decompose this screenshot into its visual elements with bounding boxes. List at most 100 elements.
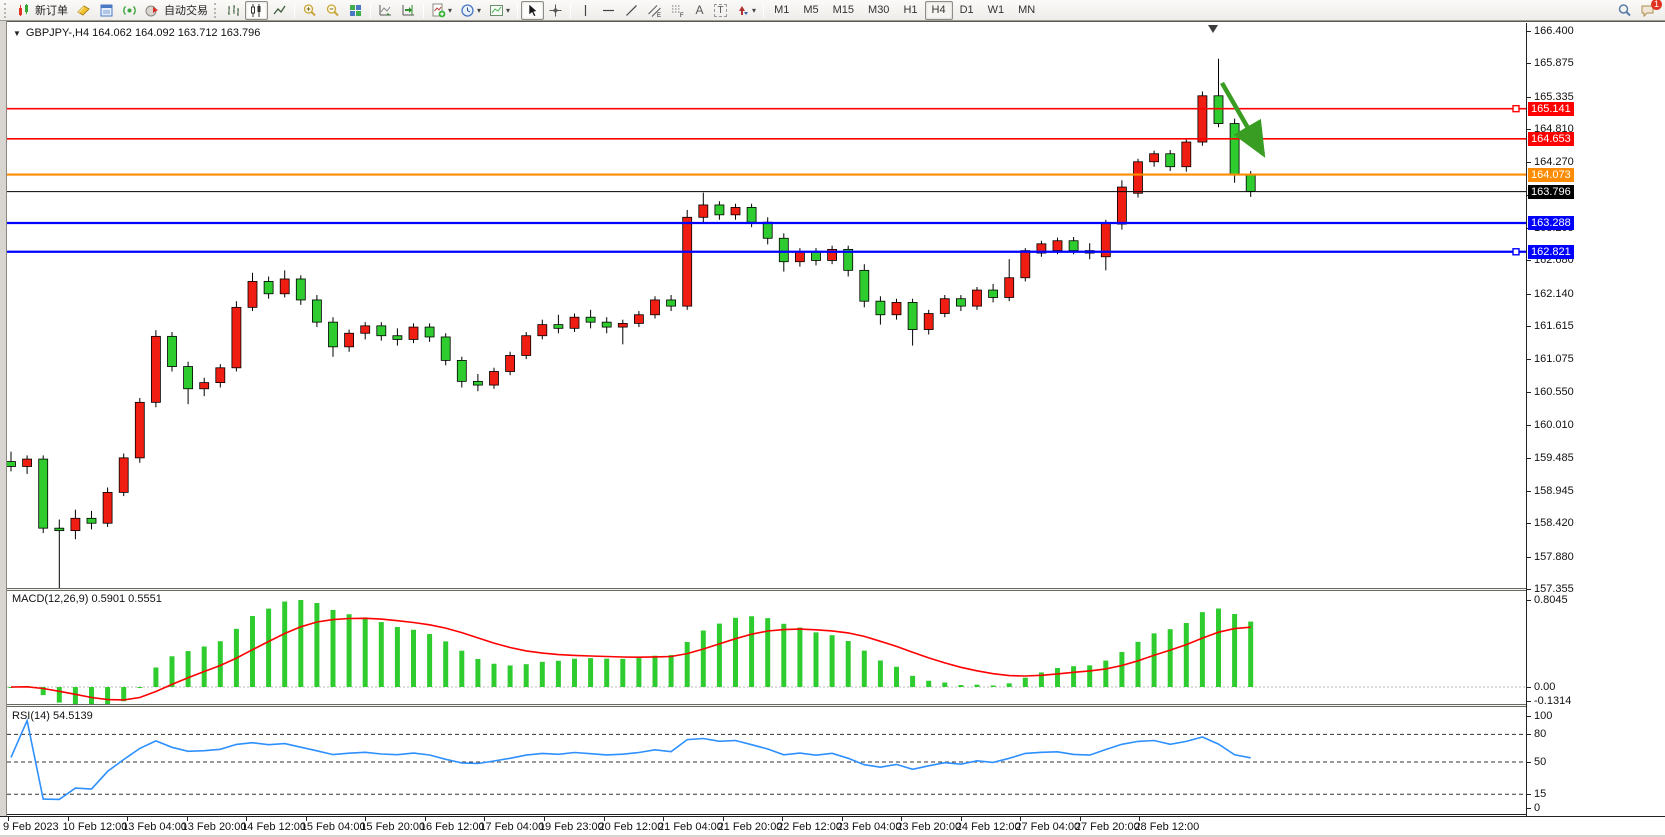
time-tick-label: 9 Feb 2023 [3,821,59,833]
time-axis[interactable]: 9 Feb 2023 10 Feb 12:00 13 Feb 04:00 13 Feb… [0,816,1665,835]
timeframe-button-m1[interactable]: M1 [774,4,790,16]
toolbar-separator [423,2,424,18]
axis-tick [1527,392,1531,393]
timeframe-group: M1 M5 M15 M30 H1 H4 D1 W1 MN [767,0,1042,20]
time-tick [663,817,665,821]
price-line-label: 162.821 [1528,245,1574,259]
window-edge [0,21,7,837]
toolbar-grip[interactable] [4,2,9,18]
templates-button[interactable]: ▾ [485,1,514,20]
macd-label: MACD(12,26,9) 0.5901 0.5551 [12,593,162,605]
timeframe-button-d1[interactable]: D1 [959,4,974,16]
autotrading-icon [145,3,160,18]
pane-separator[interactable] [7,704,1527,707]
new-order-button[interactable]: 新订单 [12,1,72,20]
rsi-indicator-plot[interactable] [7,707,1527,815]
time-tick-label: 27 Feb 04:00 [1015,821,1081,833]
macd-indicator-plot[interactable] [7,591,1527,704]
crosshair-tool-button[interactable] [544,1,567,20]
axis-tick [1527,359,1531,360]
chart-ohlc-readout: ▼ GBPJPY-,H4 164.062 164.092 163.712 163… [13,27,260,39]
axis-tick [1527,129,1531,130]
time-tick-label: 13 Feb 04:00 [122,821,187,833]
search-button[interactable] [1613,1,1636,20]
notification-badge: 1 [1651,0,1662,10]
time-tick-label: 15 Feb 20:00 [360,821,426,833]
indicators-icon [431,3,446,18]
time-tick [8,817,9,821]
time-tick [543,817,545,821]
price-tick-label: 165.335 [1534,91,1574,103]
price-line-label: 164.073 [1528,168,1574,182]
time-tick [186,817,188,821]
time-tick [67,817,69,821]
trend-arrow-annotation[interactable] [1220,81,1266,158]
timeframe-button-h1[interactable]: H1 [903,4,918,16]
template-icon [489,3,504,18]
zoom-in-button[interactable] [298,1,321,20]
candlestick-chart-icon [249,3,264,18]
bar-chart-button[interactable] [222,1,245,20]
tile-windows-button[interactable] [344,1,367,20]
data-window-button[interactable] [95,1,118,20]
notifications-button[interactable]: 1 [1636,0,1662,20]
price-tick-label: 161.615 [1534,320,1574,332]
timeframe-button-m30[interactable]: M30 [868,4,890,16]
equidistant-channel-tool-button[interactable]: E [643,1,666,20]
new-order-label: 新订单 [35,5,68,17]
price-chart-plot[interactable] [7,23,1527,588]
svg-text:E: E [657,13,661,18]
toolbar-separator [570,2,572,18]
price-axis[interactable]: 166.400165.875165.335164.810164.270163.7… [1527,22,1665,837]
timeframe-button-m5[interactable]: M5 [803,4,819,16]
signals-button[interactable] [118,1,141,20]
price-tick-label: 159.485 [1534,452,1574,464]
text-tool-button[interactable]: A [689,1,710,20]
fibonacci-tool-button[interactable]: F [666,1,689,20]
text-label-tool-button[interactable]: T [710,1,731,20]
auto-scroll-icon [378,3,393,18]
vertical-line-tool-button[interactable] [574,1,597,20]
dropdown-arrow-icon: ▾ [477,5,482,15]
axis-tick [1527,326,1531,327]
horizontal-line-icon [601,3,616,18]
axis-tick [1527,734,1531,735]
market-watch-button[interactable] [72,1,95,20]
chart-context-arrow-icon[interactable]: ▼ [13,28,21,38]
axis-tick [1527,97,1531,98]
horizontal-line-tool-button[interactable] [597,1,620,20]
time-tick [901,817,903,821]
timeframe-button-w1[interactable]: W1 [987,4,1005,16]
dropdown-arrow-icon: ▾ [448,5,453,15]
line-chart-button[interactable] [268,1,291,20]
time-tick [305,817,307,821]
cursor-tool-button[interactable] [521,0,545,20]
pane-separator[interactable] [7,588,1527,591]
timeframe-button-mn[interactable]: MN [1018,4,1036,16]
price-tick-label: 164.270 [1534,156,1574,168]
price-tick-label: 15 [1534,788,1547,800]
time-tick-label: 23 Feb 04:00 [836,821,902,833]
auto-scroll-button[interactable] [374,1,397,20]
trendline-tool-button[interactable] [620,1,643,20]
zoom-out-button[interactable] [321,1,344,20]
chart-shift-marker-icon[interactable] [1208,25,1218,33]
chart-shift-button[interactable] [397,1,420,20]
timeframe-button-m15[interactable]: M15 [832,4,855,16]
time-tick-label: 16 Feb 12:00 [419,821,485,833]
toolbar-grip[interactable] [214,2,219,18]
axis-tick [1527,491,1531,492]
arrows-tool-button[interactable]: ▾ [731,1,760,20]
autotrading-button[interactable]: 自动交易 [141,1,212,20]
autotrading-label: 自动交易 [164,5,208,17]
periods-button[interactable]: ▾ [456,1,485,20]
candlestick-chart-button[interactable] [245,0,268,20]
chart-window[interactable]: ▼ GBPJPY-,H4 164.062 164.092 163.712 163… [0,21,1665,837]
timeframe-button-h4[interactable]: H4 [924,0,953,20]
price-line-label: 163.796 [1528,185,1574,199]
axis-tick [1527,63,1531,64]
price-tick-label: 0.00 [1534,681,1556,693]
axis-tick [1527,162,1531,163]
axis-tick [1527,716,1531,717]
indicators-button[interactable]: ▾ [427,1,456,20]
